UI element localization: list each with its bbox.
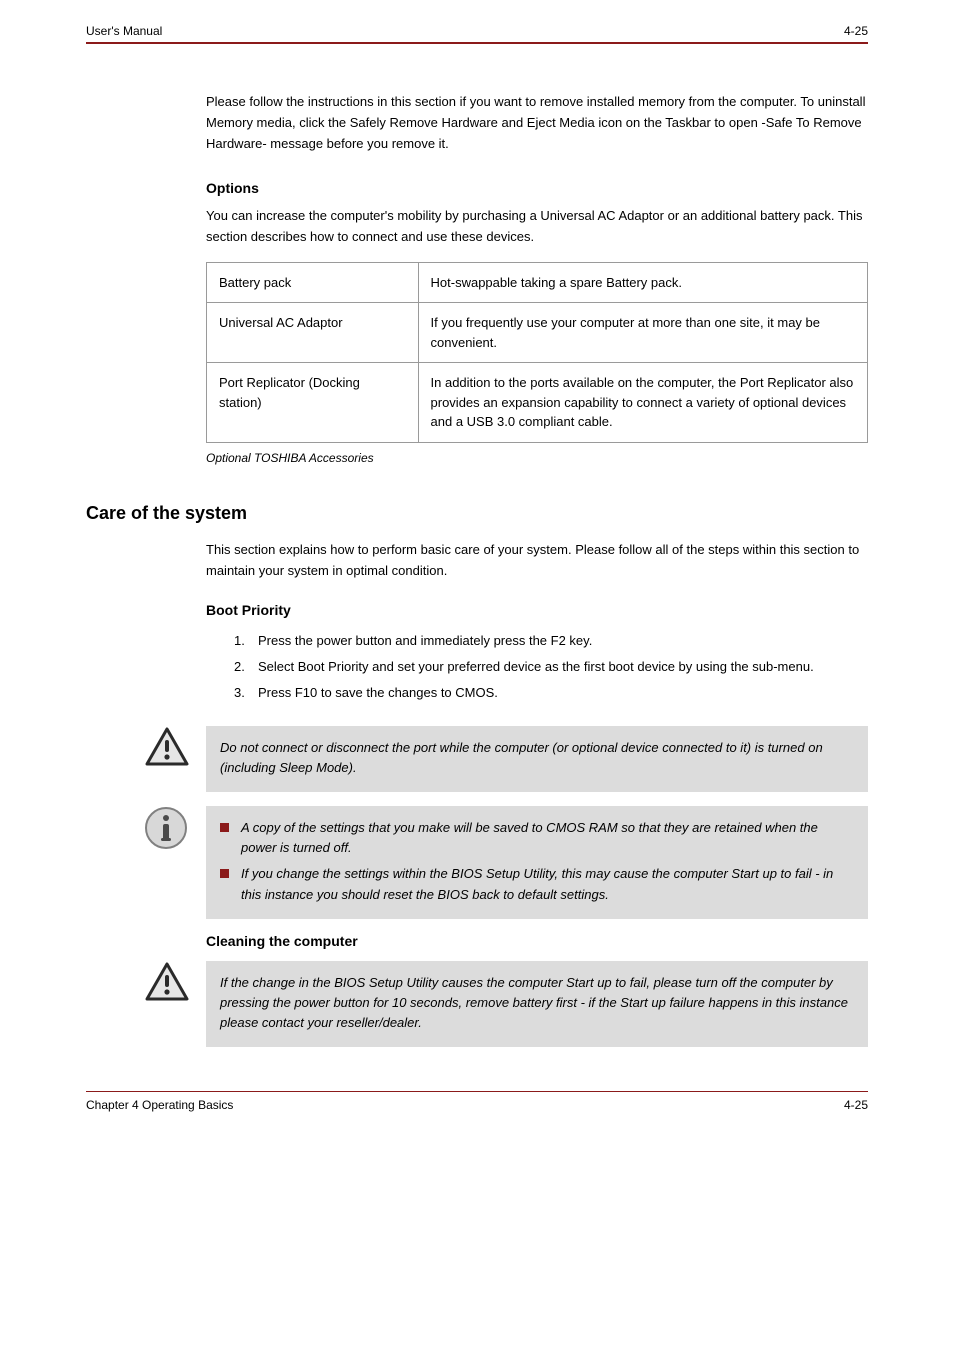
header-rule: User's Manual 4-25 — [86, 24, 868, 44]
warning-text: Do not connect or disconnect the port wh… — [220, 740, 823, 775]
table-caption: Optional TOSHIBA Accessories — [206, 451, 868, 465]
bullet-icon — [220, 823, 229, 832]
header-right: 4-25 — [844, 24, 868, 38]
step-item: 2. Select Boot Priority and set your pre… — [234, 656, 868, 678]
options-table: Battery pack Hot-swappable taking a spar… — [206, 262, 868, 443]
options-heading: Options — [206, 180, 868, 196]
info-bullet: If you change the settings within the BI… — [241, 864, 854, 904]
table-cell: In addition to the ports available on th… — [418, 363, 867, 443]
table-row: Port Replicator (Docking station) In add… — [207, 363, 868, 443]
info-bullet: A copy of the settings that you make wil… — [241, 818, 854, 858]
section-heading: Care of the system — [86, 503, 868, 524]
step-number: 2. — [234, 656, 258, 678]
step-number: 3. — [234, 682, 258, 704]
step-text: Select Boot Priority and set your prefer… — [258, 656, 868, 678]
warning-icon — [144, 961, 190, 1003]
info-icon — [144, 806, 190, 850]
footer-right: 4-25 — [844, 1098, 868, 1112]
table-cell: Universal AC Adaptor — [207, 303, 419, 363]
warning-icon — [144, 726, 190, 768]
warning-callout: If the change in the BIOS Setup Utility … — [144, 961, 868, 1047]
list-item: If you change the settings within the BI… — [220, 864, 854, 904]
subsection-heading: Cleaning the computer — [206, 933, 868, 949]
bullet-icon — [220, 869, 229, 878]
footer: Chapter 4 Operating Basics 4-25 — [86, 1091, 868, 1112]
steps-list: 1. Press the power button and immediatel… — [234, 630, 868, 704]
step-text: Press the power button and immediately p… — [258, 630, 868, 652]
list-item: A copy of the settings that you make wil… — [220, 818, 854, 858]
info-list: A copy of the settings that you make wil… — [220, 818, 854, 905]
step-item: 3. Press F10 to save the changes to CMOS… — [234, 682, 868, 704]
options-intro: You can increase the computer's mobility… — [206, 206, 868, 248]
step-item: 1. Press the power button and immediatel… — [234, 630, 868, 652]
step-text: Press F10 to save the changes to CMOS. — [258, 682, 868, 704]
warning-callout: Do not connect or disconnect the port wh… — [144, 726, 868, 792]
subsection-heading: Boot Priority — [206, 602, 868, 618]
intro-paragraph: Please follow the instructions in this s… — [206, 92, 868, 154]
info-callout: A copy of the settings that you make wil… — [144, 806, 868, 919]
footer-left: Chapter 4 Operating Basics — [86, 1098, 233, 1112]
table-cell: Hot-swappable taking a spare Battery pac… — [418, 262, 867, 303]
table-cell: Battery pack — [207, 262, 419, 303]
table-cell: If you frequently use your computer at m… — [418, 303, 867, 363]
table-row: Battery pack Hot-swappable taking a spar… — [207, 262, 868, 303]
header-left: User's Manual — [86, 24, 162, 38]
warning-text: If the change in the BIOS Setup Utility … — [220, 975, 848, 1030]
care-paragraph: This section explains how to perform bas… — [206, 540, 868, 582]
table-cell: Port Replicator (Docking station) — [207, 363, 419, 443]
step-number: 1. — [234, 630, 258, 652]
table-row: Universal AC Adaptor If you frequently u… — [207, 303, 868, 363]
